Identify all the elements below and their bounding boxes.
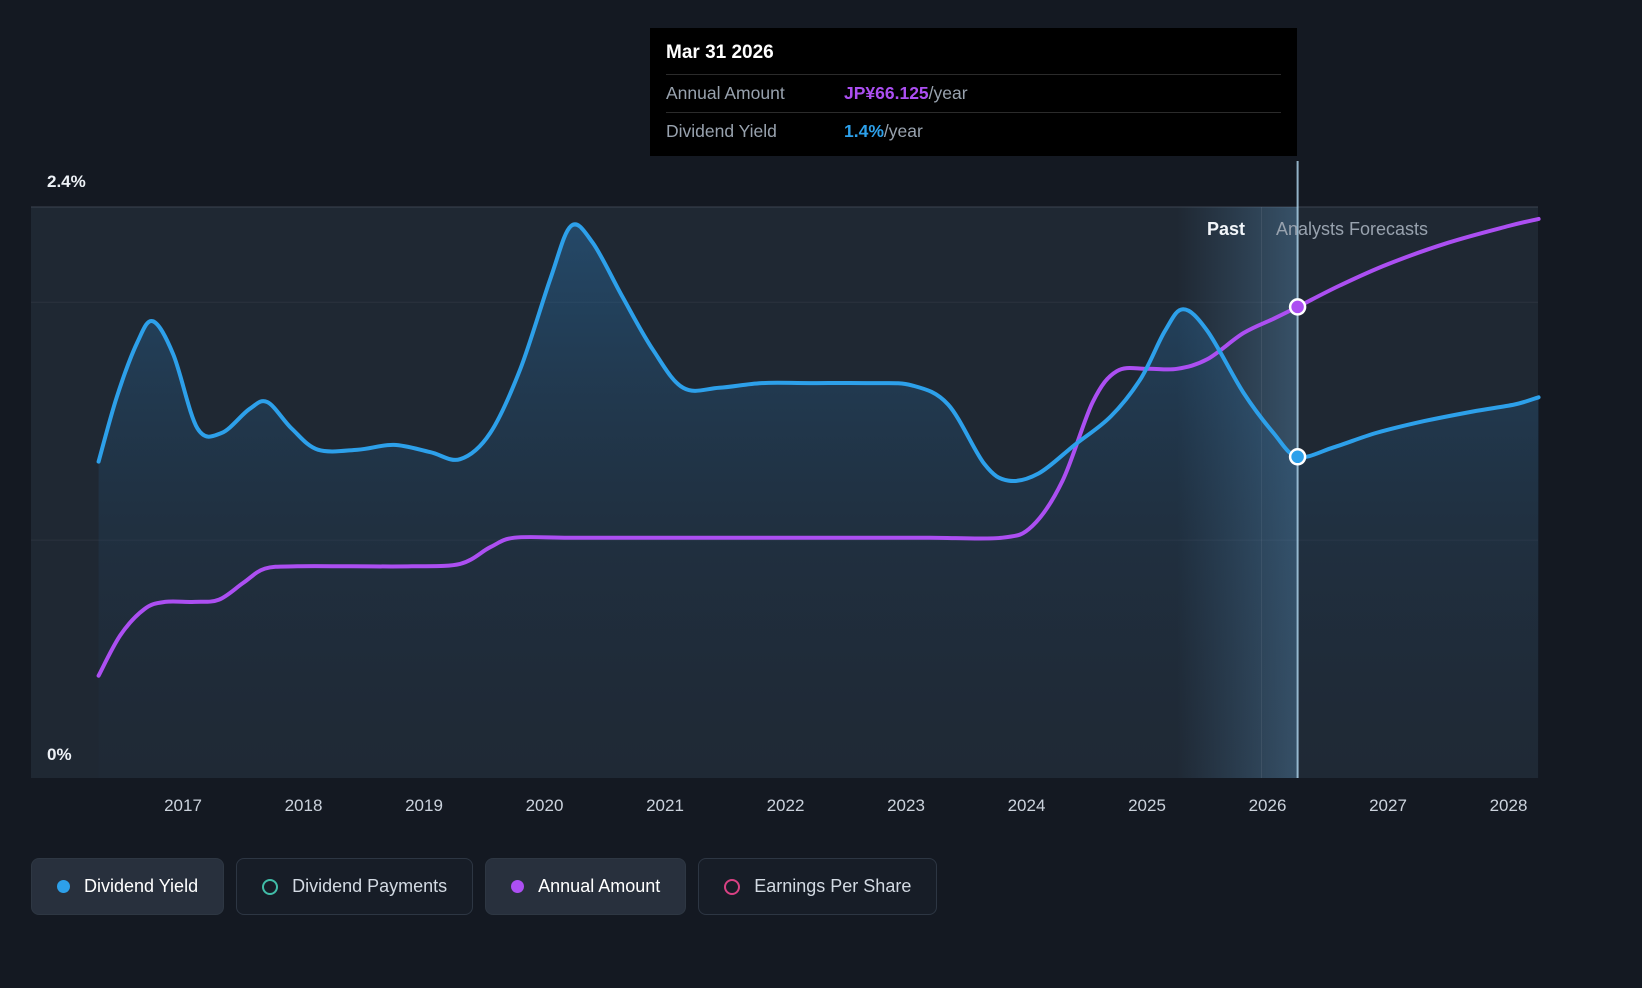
x-tick-2028: 2028 (1489, 796, 1528, 815)
forecast-region-label: Analysts Forecasts (1276, 219, 1429, 239)
tooltip-row-dividend-yield: Dividend Yield 1.4%/year (666, 112, 1281, 150)
tooltip-row-label: Annual Amount (666, 83, 785, 103)
y-axis-min-label: 0% (47, 745, 72, 764)
legend-item-dividend-yield[interactable]: Dividend Yield (31, 858, 225, 915)
tooltip-row-suffix: /year (928, 83, 968, 103)
annual-amount-line (96, 216, 1541, 678)
x-tick-2018: 2018 (284, 796, 323, 815)
legend-item-annual-amount[interactable]: Annual Amount (485, 858, 687, 915)
x-tick-2025: 2025 (1128, 796, 1166, 815)
earnings-per-share-marker-icon (724, 878, 741, 895)
x-tick-2027: 2027 (1369, 796, 1407, 815)
chart-legend: Dividend Yield Dividend Payments Annual Am… (31, 858, 938, 915)
x-tick-2024: 2024 (1007, 796, 1046, 815)
tooltip-row-suffix: /year (883, 121, 923, 141)
dividend-yield-marker-dot[interactable] (1288, 448, 1307, 466)
legend-label: Annual Amount (538, 876, 661, 896)
dividend-yield-area (98, 224, 1539, 779)
x-tick-2019: 2019 (405, 796, 443, 815)
tooltip-row-value: JP¥66.125/year (844, 83, 968, 103)
annual-amount-marker-icon (511, 880, 525, 893)
chart-tooltip: Mar 31 2026 Annual Amount JP¥66.125/year D… (650, 28, 1297, 156)
x-tick-2020: 2020 (525, 796, 564, 815)
y-axis-max-label: 2.4% (47, 172, 86, 191)
legend-label: Earnings Per Share (754, 876, 912, 896)
dividend-yield-marker-icon (57, 880, 70, 893)
tooltip-row-label: Dividend Yield (666, 121, 777, 141)
legend-item-dividend-payments[interactable]: Dividend Payments (236, 858, 474, 915)
x-tick-2022: 2022 (766, 796, 805, 815)
legend-label: Dividend Payments (292, 876, 448, 896)
legend-item-earnings-per-share[interactable]: Earnings Per Share (698, 858, 938, 915)
dividend-yield-line (96, 222, 1541, 483)
x-tick-2026: 2026 (1248, 796, 1287, 815)
x-tick-2021: 2021 (646, 796, 684, 815)
past-region-label: Past (1206, 219, 1245, 239)
annual-amount-marker-dot[interactable] (1288, 298, 1307, 316)
x-tick-2023: 2023 (887, 796, 925, 815)
tooltip-row-annual-amount: Annual Amount JP¥66.125/year (666, 74, 1281, 112)
tooltip-row-value: 1.4%/year (844, 121, 923, 141)
x-tick-2017: 2017 (164, 796, 202, 815)
tooltip-date: Mar 31 2026 (666, 42, 774, 63)
legend-label: Dividend Yield (84, 876, 199, 896)
dividend-payments-marker-icon (262, 878, 279, 895)
tooltip-rows: Annual Amount JP¥66.125/year Dividend Yiel… (666, 74, 1281, 150)
